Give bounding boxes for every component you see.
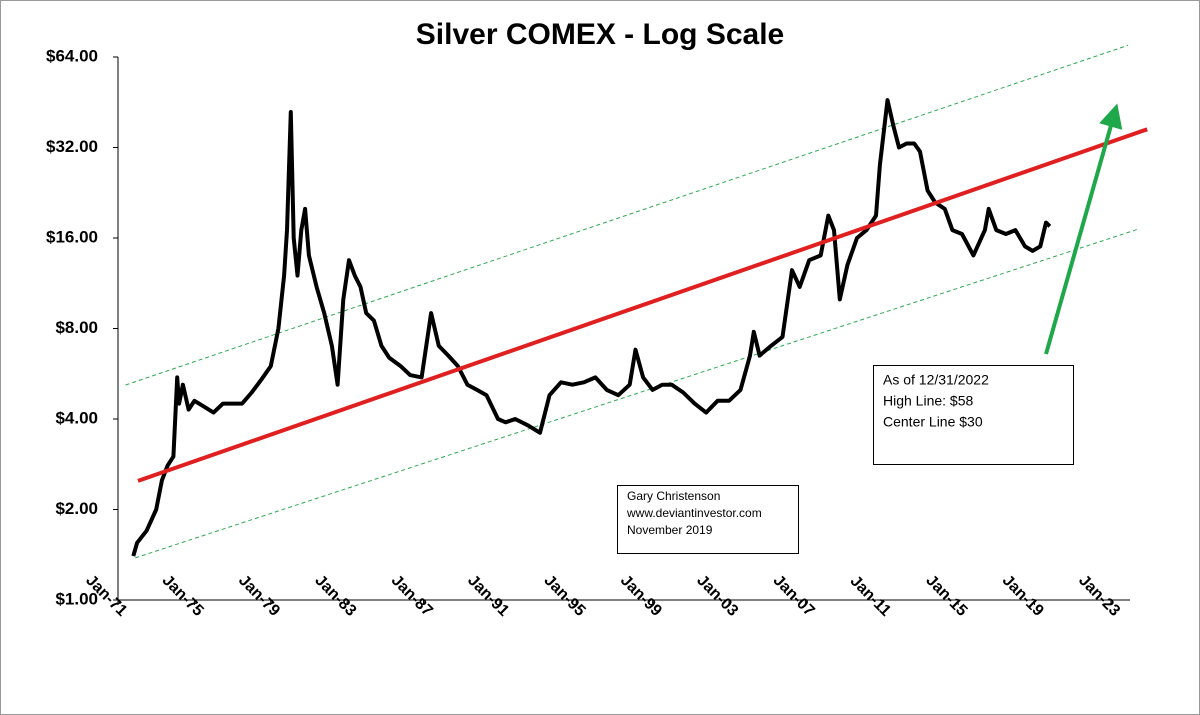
series-line xyxy=(137,127,1148,483)
series-line xyxy=(131,98,1052,557)
y-tick-label: $8.00 xyxy=(55,318,98,337)
y-tick-label: $64.00 xyxy=(46,46,98,65)
annotation: As of 12/31/2022 xyxy=(883,372,989,388)
annotation: High Line: $58 xyxy=(883,393,974,409)
credit: November 2019 xyxy=(627,523,713,537)
y-tick-label: $1.00 xyxy=(55,589,98,608)
chart-title: Silver COMEX - Log Scale xyxy=(416,18,784,51)
credit: www.deviantinvestor.com xyxy=(626,506,762,520)
y-tick-label: $32.00 xyxy=(46,137,98,156)
credit-box xyxy=(617,485,799,554)
y-tick-label: $16.00 xyxy=(46,227,98,246)
annotation-box xyxy=(873,365,1074,465)
series-line xyxy=(135,228,1138,559)
arrow xyxy=(1044,103,1123,355)
y-tick-label: $4.00 xyxy=(55,408,98,427)
annotation: Center Line $30 xyxy=(883,414,983,430)
y-tick-label: $2.00 xyxy=(55,499,98,518)
credit: Gary Christenson xyxy=(627,489,720,503)
series-line xyxy=(125,44,1129,386)
